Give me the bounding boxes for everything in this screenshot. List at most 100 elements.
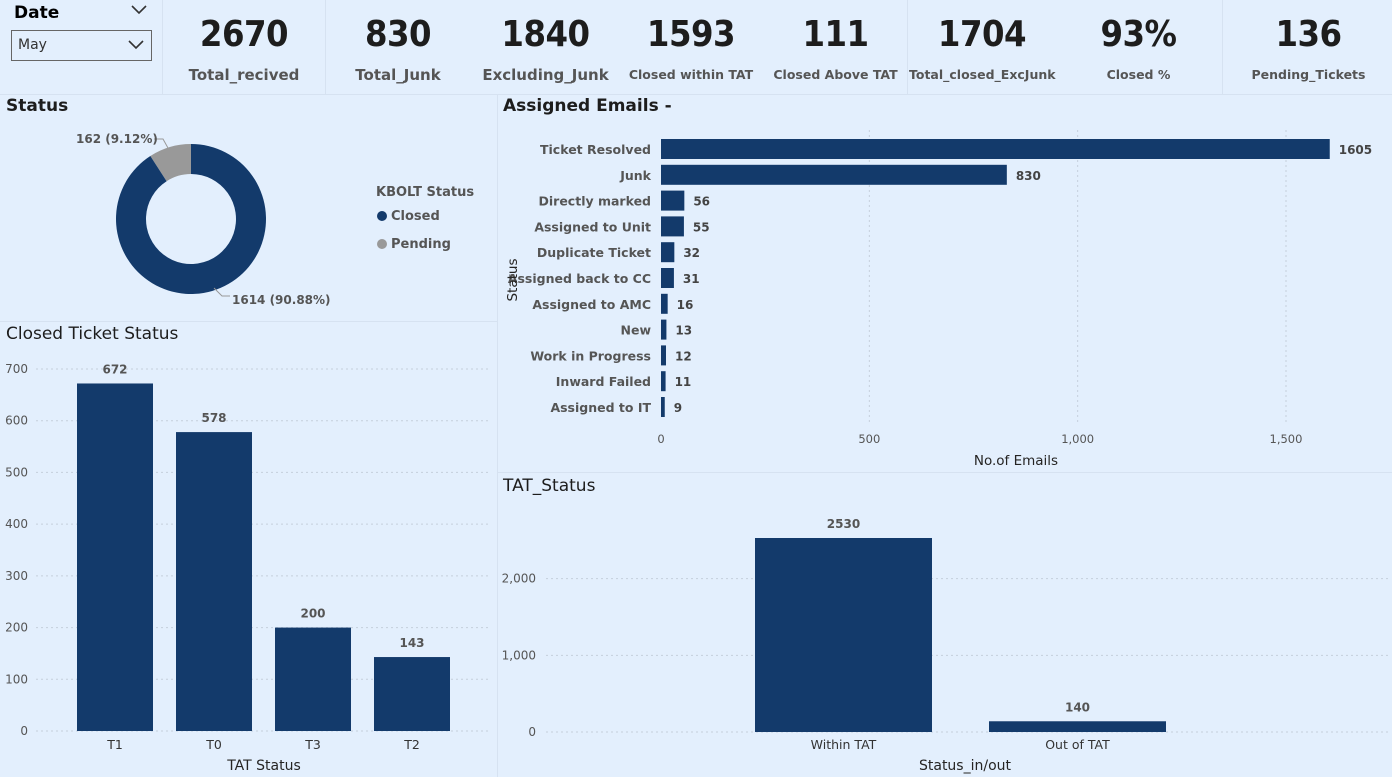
data-label: 672 bbox=[102, 362, 127, 376]
kpi-card-pending-tickets: 136 Pending_Tickets bbox=[1225, 0, 1392, 94]
closed-ticket-status-title: Closed Ticket Status bbox=[6, 324, 179, 344]
slicer-selected-value: May bbox=[18, 37, 47, 53]
kpi-card-excluding-junk: 1840 Excluding_Junk bbox=[472, 0, 619, 94]
date-slicer[interactable]: Date May bbox=[0, 0, 160, 94]
bar-new bbox=[661, 319, 667, 340]
data-label: 200 bbox=[300, 607, 325, 621]
x-tick-label: T0 bbox=[205, 737, 222, 752]
data-label: 578 bbox=[201, 411, 226, 425]
divider bbox=[0, 94, 1392, 95]
bar-junk bbox=[661, 164, 1007, 185]
kpi-value: 136 bbox=[1275, 14, 1342, 55]
x-tick-label: 0 bbox=[657, 432, 664, 446]
donut-slice-closed bbox=[116, 144, 267, 294]
bar-assigned-back-to-cc bbox=[661, 268, 674, 288]
bar-out-of-tat bbox=[989, 721, 1166, 732]
y-tick-label: 400 bbox=[5, 517, 28, 531]
legend-marker-pending bbox=[377, 239, 387, 249]
data-label: 12 bbox=[675, 349, 692, 363]
x-tick-label: 1,500 bbox=[1270, 432, 1303, 446]
y-tick-label: 300 bbox=[5, 569, 28, 583]
category-label: Inward Failed bbox=[556, 374, 651, 389]
legend-marker-closed bbox=[377, 211, 387, 221]
kpi-value: 2670 bbox=[199, 14, 289, 55]
y-tick-label: 2,000 bbox=[502, 572, 536, 586]
kpi-label: Closed within TAT bbox=[628, 67, 754, 82]
kpi-label: Total_Junk bbox=[355, 66, 441, 84]
data-label: 11 bbox=[675, 375, 692, 389]
chevron-down-icon bbox=[128, 40, 144, 50]
category-label: Ticket Resolved bbox=[540, 142, 651, 157]
y-tick-label: 700 bbox=[5, 362, 28, 376]
slicer-title: Date bbox=[14, 3, 60, 23]
bar-directly-marked bbox=[661, 190, 685, 211]
divider bbox=[907, 0, 908, 94]
y-tick-label: 500 bbox=[5, 465, 28, 479]
x-axis-title: TAT Status bbox=[226, 758, 301, 774]
status-donut-chart: 162 (9.12%) 1614 (90.88%) KBOLT Status Clos… bbox=[76, 132, 474, 307]
data-label: 55 bbox=[693, 220, 710, 234]
category-label: Assigned to AMC bbox=[532, 297, 651, 312]
x-tick-label: T2 bbox=[403, 737, 420, 752]
y-tick-label: 1,000 bbox=[502, 648, 536, 662]
data-label: 56 bbox=[693, 195, 710, 209]
status-chart-title: Status bbox=[6, 96, 69, 116]
x-tick-label: Out of TAT bbox=[1045, 737, 1110, 752]
x-axis-title: Status_in/out bbox=[919, 758, 1012, 774]
x-tick-label: T1 bbox=[106, 737, 123, 752]
kpi-card-closed-above-tat: 111 Closed Above TAT bbox=[764, 0, 907, 94]
y-tick-label: 0 bbox=[20, 724, 28, 738]
kpi-value: 1840 bbox=[501, 14, 590, 55]
data-label: 9 bbox=[674, 401, 682, 415]
bar-assigned-to-it bbox=[661, 397, 665, 417]
data-label: 2530 bbox=[827, 517, 860, 531]
kpi-card-total-junk: 830 Total_Junk bbox=[326, 0, 470, 94]
category-label: Work in Progress bbox=[530, 348, 651, 363]
data-label: 143 bbox=[399, 636, 424, 650]
x-axis-title: No.of Emails bbox=[974, 453, 1058, 469]
tat-status-title: TAT_Status bbox=[503, 476, 596, 496]
kpi-label: Closed Above TAT bbox=[773, 67, 898, 82]
category-label: Assigned back to CC bbox=[508, 271, 651, 286]
kpi-label: Total_recived bbox=[188, 66, 300, 84]
divider bbox=[1222, 0, 1223, 94]
data-label: 13 bbox=[675, 324, 692, 338]
y-tick-label: 200 bbox=[5, 621, 28, 635]
category-label: Directly marked bbox=[539, 194, 652, 209]
bar-duplicate-ticket bbox=[661, 242, 675, 263]
donut-data-label-pending: 162 (9.12%) bbox=[76, 132, 158, 146]
kpi-card-total-received: 2670 Total_recived bbox=[163, 0, 325, 94]
kpi-label: Total_closed_ExcJunk bbox=[909, 67, 1056, 82]
divider bbox=[325, 0, 326, 94]
category-label: Assigned to Unit bbox=[534, 219, 651, 234]
x-tick-label: 1,000 bbox=[1061, 432, 1094, 446]
legend-label-closed: Closed bbox=[391, 209, 440, 224]
bar-within-tat bbox=[755, 538, 932, 732]
data-label: 32 bbox=[683, 246, 700, 260]
bar-t2 bbox=[374, 657, 450, 731]
data-label: 1605 bbox=[1339, 143, 1372, 157]
bar-t3 bbox=[275, 627, 351, 731]
divider bbox=[0, 321, 497, 322]
data-label: 140 bbox=[1065, 700, 1090, 714]
chevron-down-icon[interactable] bbox=[131, 4, 147, 16]
bar-inward-failed bbox=[661, 371, 666, 392]
category-label: Assigned to IT bbox=[550, 400, 651, 415]
category-label: Junk bbox=[619, 168, 651, 183]
bar-t0 bbox=[176, 432, 252, 731]
x-tick-label: 500 bbox=[858, 432, 880, 446]
category-label: Duplicate Ticket bbox=[537, 245, 651, 260]
data-label: 830 bbox=[1016, 169, 1041, 183]
leader-line bbox=[213, 287, 230, 297]
y-axis-title: Status bbox=[505, 258, 521, 301]
slicer-dropdown[interactable]: May bbox=[11, 30, 152, 61]
kpi-label: Pending_Tickets bbox=[1251, 67, 1366, 82]
divider bbox=[497, 95, 498, 777]
data-label: 16 bbox=[677, 298, 694, 312]
assigned-emails-chart: Ticket Resolved 1605 Junk 830 Directly marke… bbox=[505, 130, 1372, 469]
bar-ticket-resolved bbox=[661, 139, 1330, 159]
donut-slice-pending bbox=[150, 144, 191, 182]
kpi-card-closed-within-tat: 1593 Closed within TAT bbox=[620, 0, 762, 94]
kpi-value: 93% bbox=[1100, 14, 1177, 55]
category-label: New bbox=[621, 323, 652, 338]
